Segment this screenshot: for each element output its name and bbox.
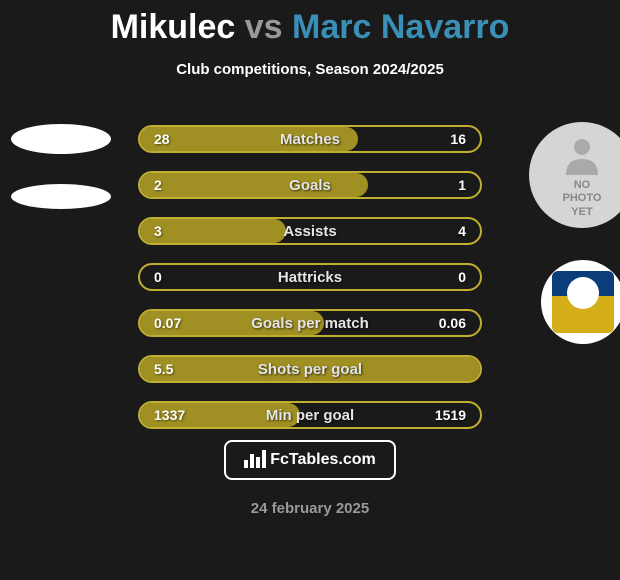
player2-avatar: NO PHOTO YET	[529, 122, 620, 228]
stat-label: Hattricks	[278, 269, 342, 286]
brand-text: FcTables.com	[270, 451, 376, 469]
stat-label: Assists	[283, 223, 336, 240]
stat-label: Matches	[280, 131, 340, 148]
stat-row: 0.07 Goals per match 0.06	[138, 309, 482, 337]
club-badge	[541, 260, 620, 344]
club-badge-crest	[567, 277, 599, 309]
stat-value-left: 0.07	[154, 315, 181, 331]
chart-icon	[244, 448, 266, 473]
stat-value-left: 2	[154, 177, 162, 193]
stat-fill	[140, 173, 368, 197]
stat-label: Goals	[289, 177, 331, 194]
stat-value-right: 0	[458, 269, 466, 285]
no-photo-label: NO PHOTO YET	[563, 179, 602, 219]
player2-name: Marc Navarro	[292, 8, 509, 46]
club-badge-shield	[552, 271, 614, 333]
player1-name: Mikulec	[111, 8, 236, 46]
stat-value-right: 1	[458, 177, 466, 193]
stat-value-left: 5.5	[154, 361, 173, 377]
avatar-ellipse-bottom	[11, 184, 111, 209]
stat-value-left: 0	[154, 269, 162, 285]
stat-value-left: 28	[154, 131, 170, 147]
stat-value-right: 4	[458, 223, 466, 239]
stat-value-right: 0.06	[439, 315, 466, 331]
avatar-ellipse-top	[11, 124, 111, 154]
person-icon	[558, 131, 606, 179]
vs-separator: vs	[245, 8, 283, 46]
stat-value-left: 3	[154, 223, 162, 239]
stat-value-right: 1519	[435, 407, 466, 423]
date-label: 24 february 2025	[251, 500, 369, 517]
subtitle-text: Club competitions, Season 2024/2025	[0, 61, 620, 78]
stat-label: Shots per goal	[258, 361, 362, 378]
stat-row: 5.5 Shots per goal	[138, 355, 482, 383]
stat-row: 1337 Min per goal 1519	[138, 401, 482, 429]
stat-row: 28 Matches 16	[138, 125, 482, 153]
stat-label: Min per goal	[266, 407, 354, 424]
brand-watermark: FcTables.com	[224, 440, 396, 480]
stat-label: Goals per match	[251, 315, 369, 332]
stat-row: 2 Goals 1	[138, 171, 482, 199]
comparison-title: Mikulec vs Marc Navarro	[0, 0, 620, 47]
stat-row: 0 Hattricks 0	[138, 263, 482, 291]
stat-value-left: 1337	[154, 407, 185, 423]
stat-value-right: 16	[450, 131, 466, 147]
stat-row: 3 Assists 4	[138, 217, 482, 245]
stats-list: 28 Matches 16 2 Goals 1 3 Assists 4 0 Hattricks 0 0.…	[138, 125, 482, 447]
player1-avatar	[10, 115, 112, 217]
